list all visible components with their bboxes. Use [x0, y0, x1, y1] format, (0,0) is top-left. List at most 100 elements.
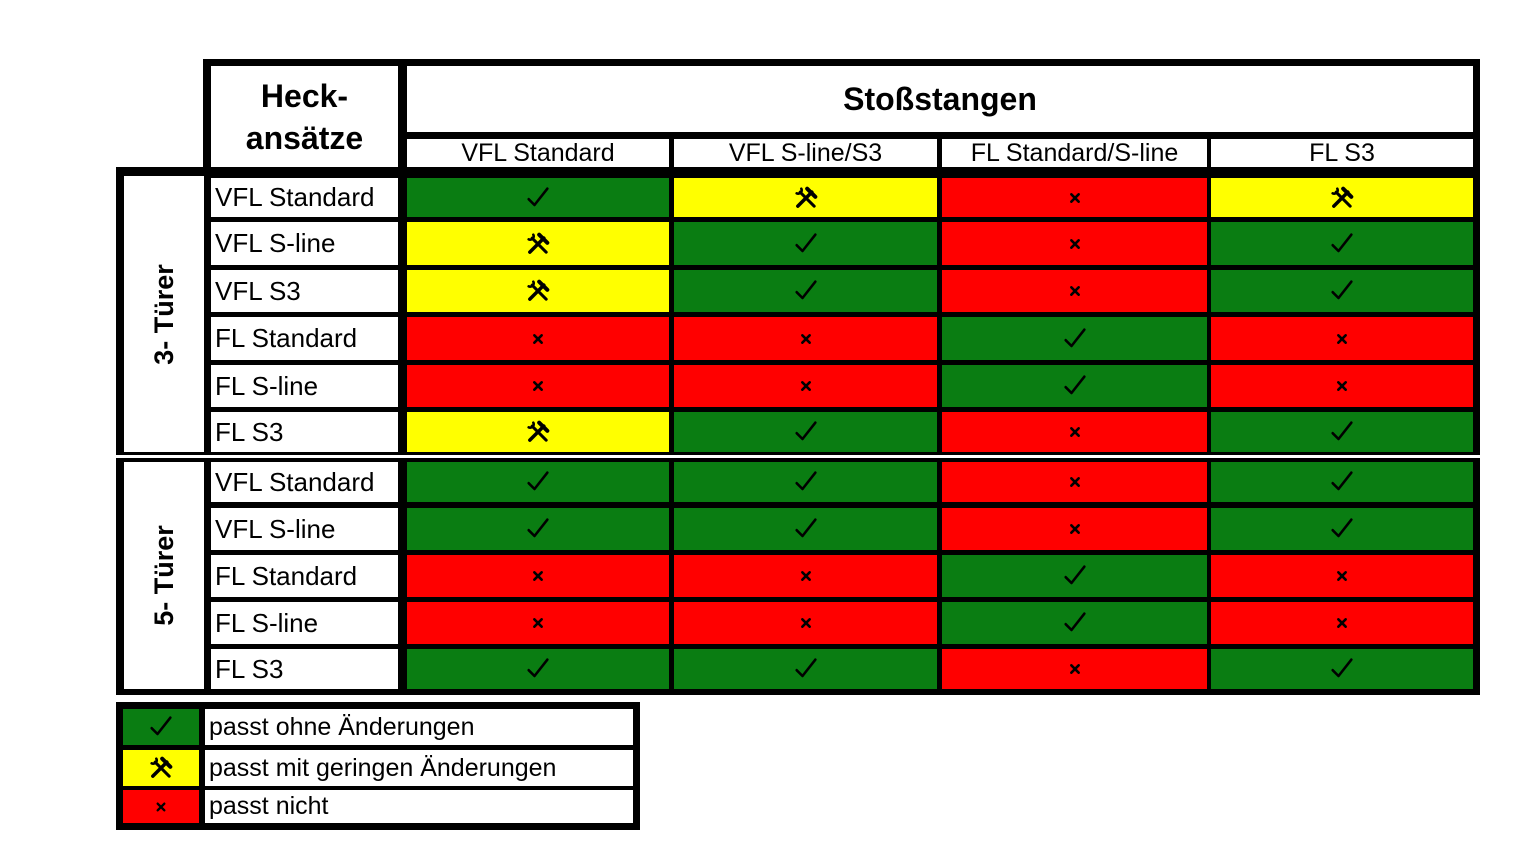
cross-icon: [1069, 664, 1080, 674]
table-cell-ok: [407, 508, 669, 550]
table-cell-ok: [1211, 412, 1473, 452]
hammer-wrench-icon: [150, 756, 173, 778]
table-cell-no: [1211, 317, 1473, 360]
check-icon: [794, 518, 817, 538]
cross-icon: [1069, 524, 1080, 534]
cross-icon: [1069, 427, 1080, 437]
hammer-wrench-icon: [1331, 186, 1354, 208]
cross-icon: [1337, 571, 1347, 581]
table-cell-no: [942, 270, 1207, 312]
check-icon: [1063, 327, 1086, 347]
check-icon: [1331, 518, 1353, 538]
table-cell-no: [942, 462, 1207, 502]
group-label-text: 3- Türer: [148, 263, 179, 365]
check-icon: [527, 658, 549, 678]
table-cell-no: [942, 412, 1207, 452]
table-cell-no: [407, 317, 669, 360]
legend-swatch-no: [123, 790, 199, 823]
table-cell-no: [674, 365, 937, 407]
cross-icon: [800, 571, 811, 581]
legend-label: passt nicht: [205, 790, 633, 823]
hammer-wrench-icon: [527, 279, 550, 301]
check-icon: [1331, 232, 1353, 252]
table-cell-mod: [407, 222, 669, 265]
check-icon: [794, 232, 817, 252]
row-label: VFL S3: [211, 270, 398, 312]
legend-swatch-ok: [123, 709, 199, 745]
table-cell-ok: [407, 178, 669, 217]
table-cell-no: [942, 222, 1207, 265]
legend-label: passt ohne Änderungen: [205, 709, 633, 745]
table-cell-no: [942, 178, 1207, 217]
column-header: FL Standard/S-line: [942, 139, 1207, 167]
hammer-wrench-icon: [794, 186, 817, 208]
cross-icon: [800, 618, 811, 628]
row-label: FL S3: [211, 649, 398, 689]
cross-icon: [533, 571, 543, 581]
legend-swatch-mod: [123, 750, 199, 786]
table-cell-no: [407, 555, 669, 597]
row-label: FL Standard: [211, 317, 398, 360]
corner-title: Heck- ansätze: [211, 66, 398, 167]
table-cell-no: [942, 508, 1207, 550]
row-label: FL S-line: [211, 365, 398, 407]
check-icon: [527, 471, 549, 491]
column-header: VFL S-line/S3: [674, 139, 937, 167]
table-cell-ok: [1211, 649, 1473, 689]
table-cell-no: [942, 649, 1207, 689]
hammer-wrench-icon: [527, 420, 550, 442]
table-cell-ok: [674, 508, 937, 550]
table-cell-ok: [1211, 508, 1473, 550]
cross-icon: [156, 802, 166, 811]
hammer-wrench-icon: [527, 232, 550, 254]
row-label: FL S3: [211, 412, 398, 452]
row-label: VFL S-line: [211, 508, 398, 550]
table-cell-ok: [1211, 270, 1473, 312]
table-cell-ok: [942, 317, 1207, 360]
check-icon: [1331, 471, 1353, 491]
table-cell-no: [1211, 555, 1473, 597]
cross-icon: [1069, 477, 1080, 487]
cross-icon: [533, 618, 543, 628]
table-cell-ok: [674, 270, 937, 312]
page-title: Stoßstangen: [407, 66, 1473, 132]
table-cell-ok: [674, 649, 937, 689]
check-icon: [794, 280, 817, 300]
cross-icon: [533, 333, 543, 344]
check-icon: [1331, 280, 1353, 300]
table-cell-no: [674, 555, 937, 597]
cross-icon: [1337, 333, 1347, 344]
table-cell-no: [407, 602, 669, 644]
check-icon: [1331, 421, 1353, 441]
group-label: 5- Türer: [124, 462, 204, 689]
table-cell-mod: [407, 270, 669, 312]
check-icon: [794, 471, 817, 491]
cross-icon: [1069, 286, 1080, 296]
legend-label: passt mit geringen Änderungen: [205, 750, 633, 786]
group-label: 3- Türer: [124, 176, 204, 452]
table-cell-mod: [674, 178, 937, 217]
table-cell-no: [674, 317, 937, 360]
cross-icon: [1337, 618, 1347, 628]
corner-title-line1: Heck-: [260, 77, 349, 114]
cross-icon: [1069, 192, 1080, 203]
table-cell-no: [1211, 365, 1473, 407]
table-cell-no: [674, 602, 937, 644]
cross-icon: [800, 333, 811, 344]
check-icon: [527, 186, 549, 206]
row-label: VFL S-line: [211, 222, 398, 265]
row-label: VFL Standard: [211, 462, 398, 502]
corner-title-line2: ansätze: [245, 119, 364, 156]
table-cell-ok: [942, 602, 1207, 644]
cross-icon: [533, 381, 543, 391]
table-cell-no: [407, 365, 669, 407]
check-icon: [1063, 565, 1086, 585]
table-cell-mod: [1211, 178, 1473, 217]
cross-icon: [800, 381, 811, 391]
table-cell-ok: [407, 462, 669, 502]
row-label: FL S-line: [211, 602, 398, 644]
group-divider: [116, 455, 1480, 458]
table-cell-ok: [942, 365, 1207, 407]
table-cell-ok: [407, 649, 669, 689]
cross-icon: [1337, 381, 1347, 391]
